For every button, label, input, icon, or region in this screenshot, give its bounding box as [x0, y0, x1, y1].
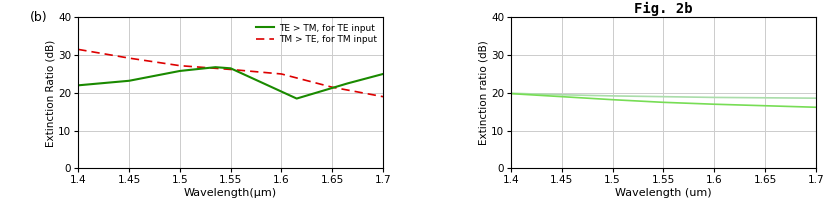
Title: Fig. 2b: Fig. 2b [634, 2, 693, 16]
Y-axis label: Extinction Ratio (dB): Extinction Ratio (dB) [45, 39, 55, 146]
Y-axis label: Extinction ratio (dB): Extinction ratio (dB) [478, 41, 488, 145]
Text: (b): (b) [30, 11, 47, 24]
Legend: TE > TM, for TE input, TM > TE, for TM input: TE > TM, for TE input, TM > TE, for TM i… [255, 22, 378, 46]
X-axis label: Wavelength(μm): Wavelength(μm) [184, 188, 277, 198]
X-axis label: Wavelength (um): Wavelength (um) [615, 188, 712, 198]
